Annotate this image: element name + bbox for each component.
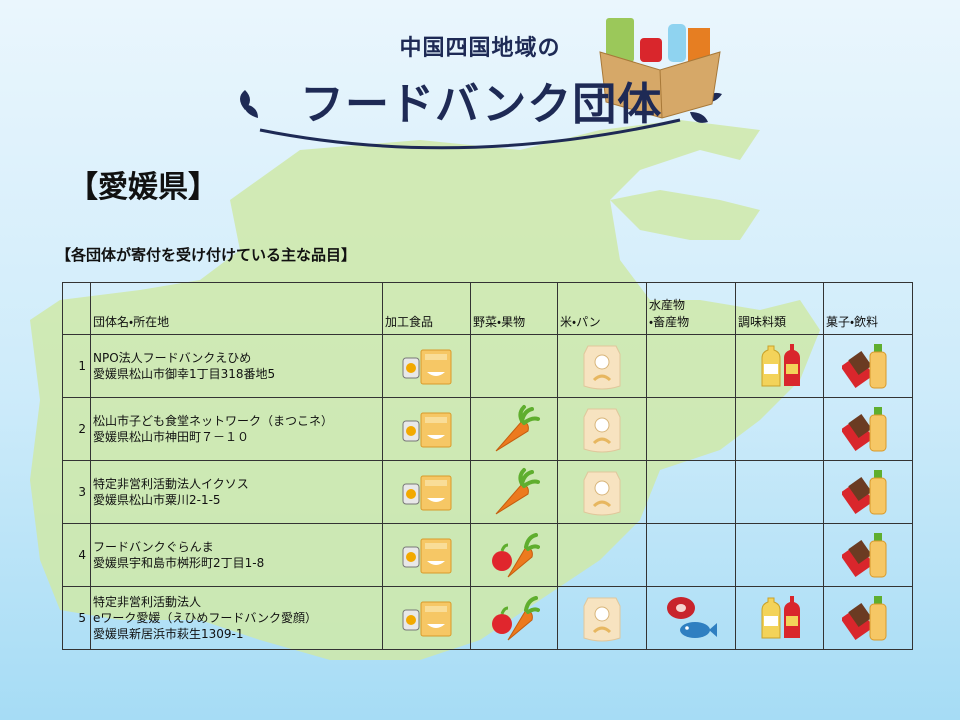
item-icon <box>401 529 453 581</box>
header-cell: 加工食品 <box>382 282 471 335</box>
item-icon <box>576 340 628 392</box>
title: フードバンク団体 <box>300 79 663 130</box>
item-icon <box>488 592 540 644</box>
organization-cell: 特定非営利活動法人イクソス 愛媛県松山市粟川2-1-5 <box>90 460 383 524</box>
item-icon <box>842 340 894 392</box>
caption: 【各団体が寄付を受け付けている主な品目】 <box>56 246 357 264</box>
item-cell <box>735 334 824 398</box>
data-row: 4 フードバンクぐらんま愛媛県宇和島市桝形町2丁目1-8 <box>62 523 913 587</box>
item-cell <box>735 586 824 650</box>
header-cell: 菓子・飲料 <box>823 282 913 335</box>
item-cell <box>557 397 647 461</box>
header-cell: 水産物 ・畜産物 <box>646 282 736 335</box>
item-icon <box>401 340 453 392</box>
row-number: 3 <box>62 460 91 524</box>
item-cell <box>735 397 824 461</box>
item-cell <box>557 586 647 650</box>
organization-line: フードバンクぐらんま <box>93 540 214 554</box>
data-row: 1 NPO法人フードバンクえひめ愛媛県松山市御幸1丁目318番地5 <box>62 334 913 398</box>
item-cell <box>557 460 647 524</box>
item-icon <box>842 592 894 644</box>
header-cell <box>62 282 91 335</box>
organization-line: 松山市子ども食堂ネットワーク（まつこネ） <box>93 414 334 428</box>
item-cell <box>557 334 647 398</box>
data-row: 5 特定非営利活動法人 eワーク愛媛（えひめフードバンク愛顔） 愛媛県新居浜市萩生13… <box>62 586 913 650</box>
item-cell <box>470 586 558 650</box>
item-cell <box>470 334 558 398</box>
organization-line: eワーク愛媛（えひめフードバンク愛顔） <box>93 611 317 625</box>
item-cell <box>382 586 471 650</box>
item-icon <box>842 466 894 518</box>
item-cell <box>823 334 913 398</box>
item-icon <box>576 592 628 644</box>
item-cell <box>382 334 471 398</box>
item-cell <box>470 460 558 524</box>
header-cell: 団体名・所在地 <box>90 282 383 335</box>
item-cell <box>823 460 913 524</box>
item-icon <box>576 403 628 455</box>
row-number: 2 <box>62 397 91 461</box>
item-icon <box>754 592 806 644</box>
item-cell <box>470 397 558 461</box>
item-cell <box>823 397 913 461</box>
item-icon <box>488 466 540 518</box>
data-row: 2 松山市子ども食堂ネットワーク（まつこネ） 愛媛県松山市神田町７－１０ <box>62 397 913 461</box>
row-number: 1 <box>62 334 91 398</box>
header-cell: 調味料類 <box>735 282 824 335</box>
item-icon <box>665 592 717 644</box>
header-cell: 米・パン <box>557 282 647 335</box>
food-box-illustration <box>599 18 721 119</box>
table-body: 団体名・所在地 加工食品 野菜・果物 米・パン 水産物 ・畜産物 調味料類 菓子… <box>62 282 913 650</box>
item-cell <box>557 523 647 587</box>
map-shape <box>610 190 760 240</box>
item-icon <box>754 340 806 392</box>
organization-line: NPO法人フードバンクえひめ <box>93 351 252 365</box>
row-number: 4 <box>62 523 91 587</box>
organization-cell: フードバンクぐらんま愛媛県宇和島市桝形町2丁目1-8 <box>90 523 383 587</box>
item-cell <box>646 334 736 398</box>
subtitle: 中国四国地域の <box>399 36 561 61</box>
organization-cell: 松山市子ども食堂ネットワーク（まつこネ） 愛媛県松山市神田町７－１０ <box>90 397 383 461</box>
header-row: 団体名・所在地 加工食品 野菜・果物 米・パン 水産物 ・畜産物 調味料類 菓子… <box>62 282 913 335</box>
item-cell <box>470 523 558 587</box>
item-cell <box>735 460 824 524</box>
organization-line: 愛媛県宇和島市桝形町2丁目1-8 <box>93 556 265 570</box>
item-cell <box>735 523 824 587</box>
item-cell <box>382 523 471 587</box>
item-cell <box>646 397 736 461</box>
organization-line: 愛媛県松山市御幸1丁目318番地5 <box>93 367 276 381</box>
item-icon <box>842 529 894 581</box>
item-icon <box>488 529 540 581</box>
item-cell <box>823 523 913 587</box>
organization-line: 愛媛県松山市粟川2-1-5 <box>93 493 221 507</box>
item-icon <box>488 403 540 455</box>
title-swoosh <box>259 118 681 150</box>
row-number: 5 <box>62 586 91 650</box>
item-cell <box>382 397 471 461</box>
item-cell <box>646 460 736 524</box>
organization-line: 愛媛県新居浜市萩生1309-1 <box>93 627 244 641</box>
data-row: 3 特定非営利活動法人イクソス 愛媛県松山市粟川2-1-5 <box>62 460 913 524</box>
item-table: 団体名・所在地 加工食品 野菜・果物 米・パン 水産物 ・畜産物 調味料類 菓子… <box>62 282 913 650</box>
item-cell <box>646 586 736 650</box>
item-cell <box>646 523 736 587</box>
organization-cell: 特定非営利活動法人 eワーク愛媛（えひめフードバンク愛顔） 愛媛県新居浜市萩生130… <box>90 586 383 650</box>
organization-line: 愛媛県松山市神田町７－１０ <box>93 430 250 444</box>
item-icon <box>401 592 453 644</box>
item-icon <box>401 403 453 455</box>
organization-line: 特定非営利活動法人イクソス <box>93 477 249 491</box>
item-icon <box>842 403 894 455</box>
organization-line: 特定非営利活動法人 <box>93 595 202 609</box>
header-cell: 野菜・果物 <box>470 282 558 335</box>
item-cell <box>382 460 471 524</box>
item-cell <box>823 586 913 650</box>
item-icon <box>576 466 628 518</box>
organization-cell: NPO法人フードバンクえひめ愛媛県松山市御幸1丁目318番地5 <box>90 334 383 398</box>
section-heading: 【愛媛県】 <box>68 170 218 205</box>
item-icon <box>401 466 453 518</box>
